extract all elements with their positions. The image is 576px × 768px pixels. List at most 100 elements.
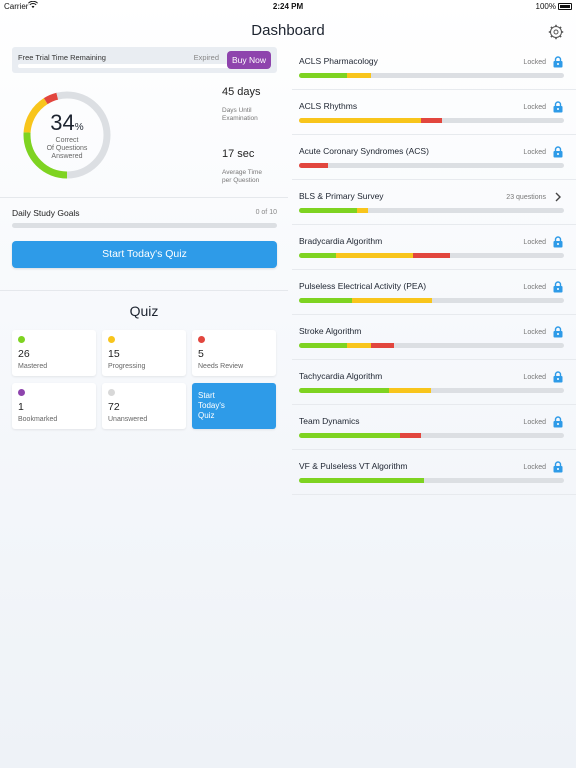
progress-segment-red [399, 433, 421, 438]
quiz-card-mastered[interactable]: 26 Mastered [12, 330, 96, 376]
card-count: 26 [18, 348, 30, 360]
lock-icon [553, 55, 563, 68]
lock-icon [553, 460, 563, 473]
status-dot-icon [108, 336, 115, 343]
progress-segment-yellow [389, 388, 432, 393]
topic-row[interactable]: VF & Pulseless VT Algorithm Locked [292, 450, 576, 495]
progress-ring [23, 91, 111, 179]
divider [0, 197, 288, 198]
topic-status: 23 questions [506, 194, 546, 201]
card-label: Progressing [108, 363, 146, 370]
progress-segment-green [299, 73, 347, 78]
topic-progress-bar [299, 118, 564, 123]
quiz-card-needs-review[interactable]: 5 Needs Review [192, 330, 276, 376]
topic-status: Locked [523, 59, 546, 66]
caption-line: Correct [55, 137, 79, 144]
start-card-line: Quiz [198, 411, 215, 420]
topic-status: Locked [523, 464, 546, 471]
start-quiz-card-label[interactable]: Start Today's Quiz [198, 391, 258, 421]
topic-row[interactable]: Stroke Algorithm Locked [292, 315, 576, 360]
chevron-right-icon [553, 190, 563, 202]
carrier-label: Carrier [4, 2, 29, 11]
topic-row[interactable]: BLS & Primary Survey 23 questions [292, 180, 576, 225]
topic-name: Acute Coronary Syndromes (ACS) [299, 146, 429, 156]
daily-goals-count: 0 of 10 [255, 209, 277, 216]
progress-segment-green [299, 433, 400, 438]
lock-icon [553, 100, 563, 113]
progress-segment-green [299, 253, 337, 258]
avg-time-value: 17 sec [222, 148, 255, 160]
topic-status: Locked [523, 239, 546, 246]
percent-caption: Correct Of Questions Answered [22, 137, 112, 161]
topic-row[interactable]: Team Dynamics Locked [292, 405, 576, 450]
progress-segment-green [299, 478, 424, 483]
topic-status: Locked [523, 374, 546, 381]
days-until-value: 45 days [222, 86, 261, 98]
ring-segment-gray [23, 91, 111, 179]
topic-row[interactable]: ACLS Rhythms Locked [292, 90, 576, 135]
page-title: Dashboard [251, 22, 325, 39]
progress-segment-red [370, 343, 395, 348]
time-label-line: Average Time [222, 169, 262, 176]
progress-segment-yellow [346, 73, 371, 78]
topic-progress-bar [299, 73, 564, 78]
avg-time-label: Average Time per Question [222, 169, 282, 185]
days-until-label: Days Until Examination [222, 107, 282, 123]
days-label-line: Days Until [222, 107, 252, 114]
topic-progress-bar [299, 388, 564, 393]
card-count: 72 [108, 401, 120, 413]
topic-name: BLS & Primary Survey [299, 191, 384, 201]
trial-status: Expired [193, 53, 219, 62]
days-label-line: Examination [222, 115, 258, 122]
caption-line: Answered [51, 153, 83, 160]
topic-status: Locked [523, 329, 546, 336]
progress-segment-green [299, 343, 347, 348]
lock-icon [553, 145, 563, 158]
progress-segment-green [299, 388, 390, 393]
quiz-card-bookmarked[interactable]: 1 Bookmarked [12, 383, 96, 429]
topic-progress-bar [299, 298, 564, 303]
start-quiz-button[interactable]: Start Today's Quiz [12, 241, 277, 268]
status-dot-icon [18, 389, 25, 396]
caption-line: Of Questions [46, 145, 88, 152]
card-count: 1 [18, 401, 24, 413]
topic-progress-bar [299, 343, 564, 348]
progress-segment-red [412, 253, 451, 258]
daily-goals-label: Daily Study Goals [12, 208, 80, 218]
topic-name: Team Dynamics [299, 416, 360, 426]
time-label-line: per Question [222, 177, 260, 184]
progress-segment-yellow [299, 118, 421, 123]
topic-progress-bar [299, 163, 564, 168]
percent-sign: % [74, 122, 84, 133]
progress-segment-green [299, 208, 358, 213]
quiz-title: Quiz [129, 303, 159, 319]
start-card-line: Start [198, 391, 215, 400]
buy-now-button[interactable]: Buy Now [227, 51, 271, 69]
progress-segment-yellow [336, 253, 413, 258]
quiz-card-unanswered[interactable]: 72 Unanswered [102, 383, 186, 429]
lock-icon [553, 235, 563, 248]
progress-segment-yellow [357, 208, 368, 213]
topic-row[interactable]: Pulseless Electrical Activity (PEA) Locke… [292, 270, 576, 315]
topic-row[interactable]: ACLS Pharmacology Locked [292, 45, 576, 90]
topic-status: Locked [523, 419, 546, 426]
card-label: Bookmarked [18, 416, 58, 423]
topic-row[interactable]: Acute Coronary Syndromes (ACS) Locked [292, 135, 576, 180]
progress-segment-yellow [352, 298, 432, 303]
trial-progress-bar [18, 64, 233, 68]
progress-segment-yellow [346, 343, 371, 348]
trial-banner: Free Trial Time Remaining Expired Buy No… [12, 47, 277, 73]
lock-icon [553, 325, 563, 338]
start-quiz-card[interactable]: Start Today's Quiz [192, 383, 276, 429]
progress-segment-red [299, 163, 329, 168]
status-bar: Carrier 2:24 PM 100% [0, 0, 576, 12]
percent-value: 34 [50, 110, 75, 135]
topic-row[interactable]: Tachycardia Algorithm Locked [292, 360, 576, 405]
quiz-card-progressing[interactable]: 15 Progressing [102, 330, 186, 376]
topic-name: Stroke Algorithm [299, 326, 362, 336]
gear-icon[interactable] [548, 24, 564, 40]
divider [0, 290, 288, 291]
topic-status: Locked [523, 284, 546, 291]
lock-icon [553, 370, 563, 383]
topic-row[interactable]: Bradycardia Algorithm Locked [292, 225, 576, 270]
